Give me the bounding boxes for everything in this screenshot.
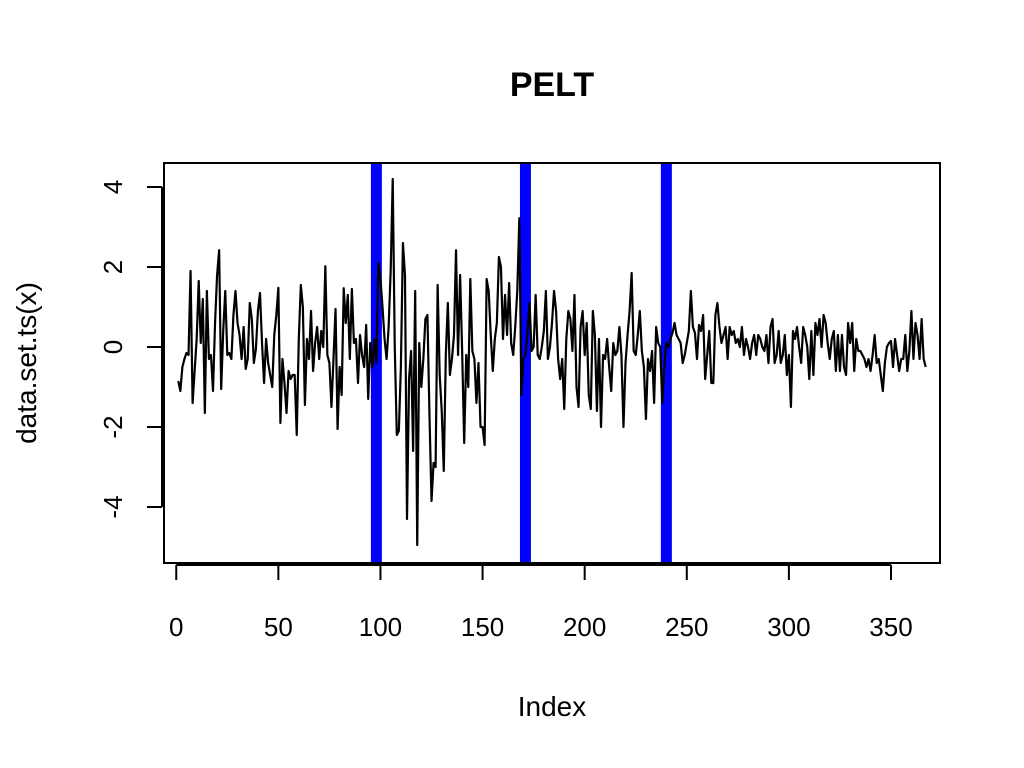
y-axis-label: data.set.ts(x) (11, 282, 42, 444)
x-tick-label: 100 (359, 612, 402, 642)
x-tick-label: 0 (169, 612, 183, 642)
x-tick-label: 300 (767, 612, 810, 642)
x-tick-label: 150 (461, 612, 504, 642)
y-tick-label: 4 (98, 180, 128, 194)
x-tick-label: 350 (869, 612, 912, 642)
y-tick-label: -2 (98, 415, 128, 438)
y-axis: -4 -2 0 2 4 (98, 180, 163, 519)
x-axis: 0 50 100 150 200 250 300 350 (169, 564, 913, 642)
x-tick-label: 200 (563, 612, 606, 642)
y-tick-label: -4 (98, 495, 128, 518)
x-tick-label: 50 (264, 612, 293, 642)
x-tick-label: 250 (665, 612, 708, 642)
plot-frame (163, 162, 941, 564)
chart-title: PELT (510, 66, 595, 104)
series-line (177, 177, 927, 547)
y-tick-label: 2 (98, 260, 128, 274)
x-axis-label: Index (518, 691, 587, 722)
y-tick-label: 0 (98, 340, 128, 354)
series-layer (177, 177, 927, 547)
